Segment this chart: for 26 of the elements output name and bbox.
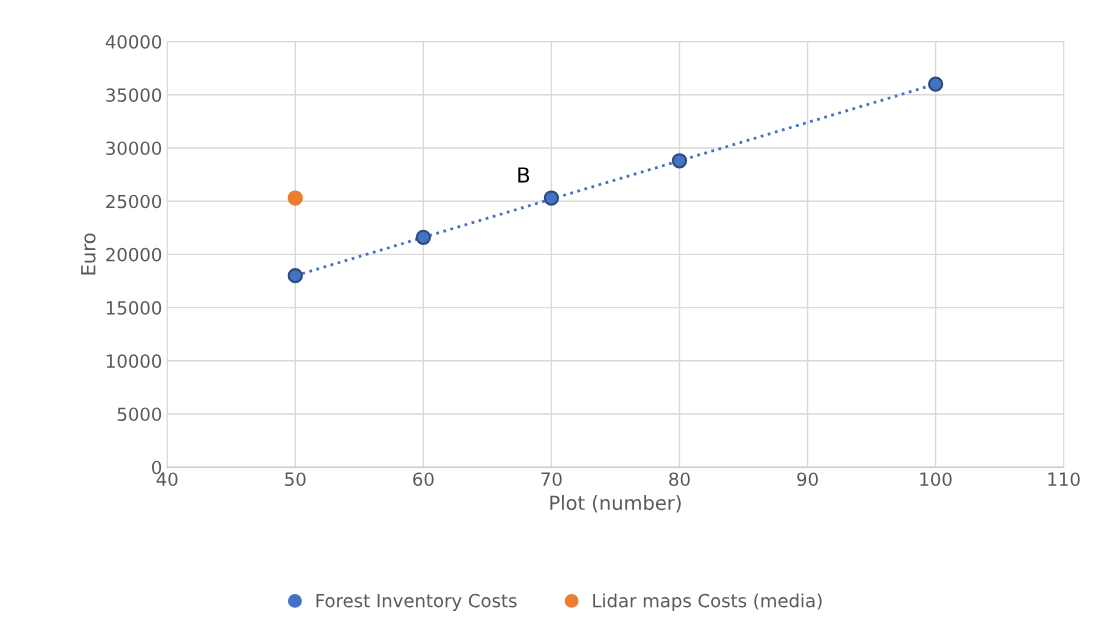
y-axis-title: Euro [81,233,96,275]
x-axis-title: Plot (number) [550,495,681,513]
point [287,190,303,206]
legend-label: Lidar maps Costs (media) [593,593,822,611]
y-tick-label: 15000 [106,301,162,315]
x-tick-label: 110 [1048,472,1080,487]
y-tick-label: 35000 [106,88,162,102]
y-tick-label: 25000 [106,194,162,209]
point [671,153,688,169]
y-tick-label: 10000 [106,354,162,368]
point [415,229,431,245]
annotation: B [518,167,530,183]
x-tick-label: 100 [920,472,952,487]
legend-label: Forest Inventory Costs [316,593,517,611]
y-tick-label: 40000 [105,35,162,49]
x-tick-label: 50 [285,472,306,487]
y-tick-label: 30000 [106,141,162,156]
x-tick-label: 80 [669,472,690,487]
x-tick-label: 90 [797,472,818,487]
x-tick-label: 60 [413,472,434,487]
y-tick-label: 5000 [117,407,162,422]
point [287,268,303,284]
y-tick-label: 20000 [106,247,162,262]
point [928,76,944,92]
point [543,190,560,206]
x-tick-label: 70 [541,472,562,487]
